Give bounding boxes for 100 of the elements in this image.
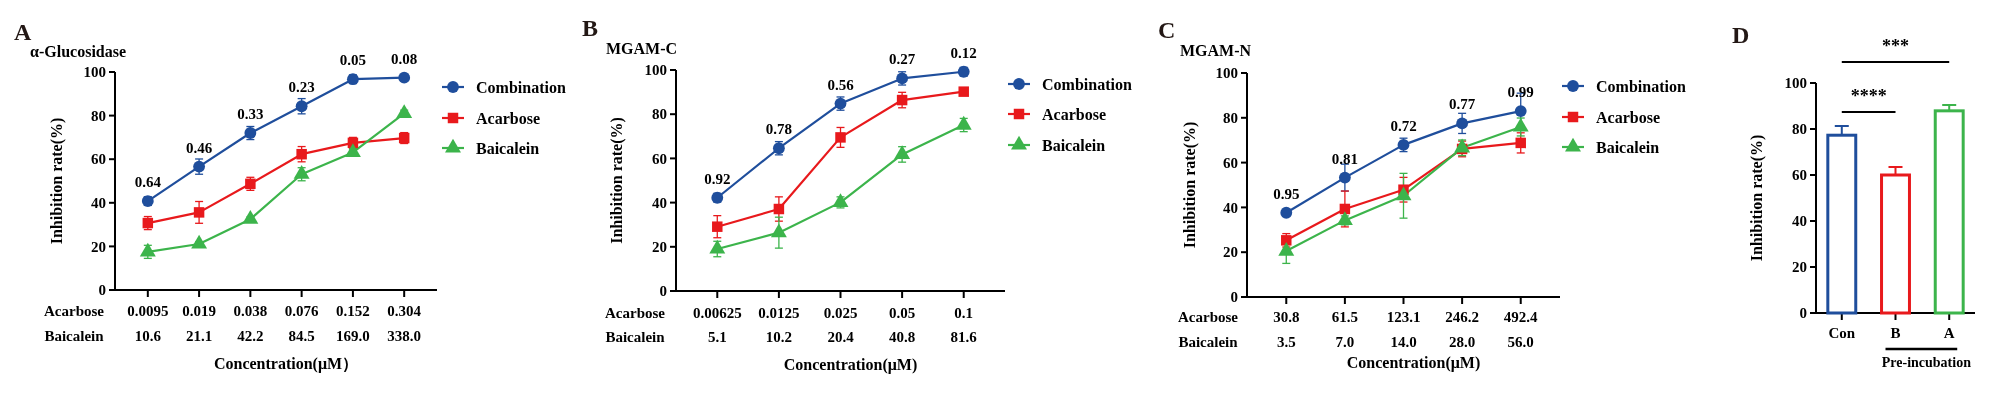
y-axis-title: Inhibition rate(%) [48,117,66,245]
point [894,145,911,160]
annotation: 0.78 [765,121,793,138]
x-tick-label: 246.2 28.0 [1445,309,1479,350]
y-axis-title: Inhibition rate(%) [1748,134,1766,262]
x-tick-label: 30.8 3.5 [1273,309,1300,350]
point [770,223,787,238]
x-tick-label: B [1890,325,1901,341]
point [139,242,156,257]
y-tick-label: 60 [652,150,667,167]
legend-label: Acarbose [1042,105,1106,123]
x-tick-label: 0.05 40.8 [888,305,916,345]
chart-title: MGAM-N [1180,42,1252,59]
text: Acarbose [605,305,666,321]
y-tick-label: 60 [1792,167,1807,184]
y-tick-label: 0 [98,282,106,299]
y-tick-label: 0 [1230,289,1238,306]
point [193,207,205,218]
y-tick-label: 100 [1215,65,1238,82]
text: *** [1882,36,1909,56]
legend-label: Baicalein [1042,136,1106,154]
x-axis-title: Concentration(μM） [213,355,359,373]
y-tick-label: 40 [1223,199,1238,216]
y-tick-label: 80 [1223,110,1238,127]
y-tick-label: 60 [1223,154,1238,171]
annotation: 0.95 [1273,185,1300,202]
y-tick-label: 60 [91,151,106,168]
annotation: 0.08 [391,50,418,67]
annotation: 0.23 [288,79,315,96]
x-axis-title: Concentration(μM) [783,356,918,374]
annotation: 0.56 [827,76,855,93]
legend-label: Acarbose [1596,108,1660,126]
x-axis-title: Concentration(μM) [1346,354,1481,372]
point [835,132,846,143]
y-tick-label: 80 [652,106,667,123]
x-tick-label: 0.025 20.4 [823,305,858,345]
y-tick-label: 80 [1792,121,1807,138]
y-tick-label: 100 [83,64,106,81]
text: D [1732,22,1750,48]
x-tick-label: 0.076 84.5 [284,303,320,344]
text: Baicalein [605,329,666,345]
x-tick-label: 0.038 42.2 [233,303,268,344]
annotation: 0.92 [704,170,731,187]
x-tick-label: 123.1 14.0 [1386,309,1421,350]
legend-label: Baicalein [1596,138,1660,156]
text: Acarbose [44,303,105,319]
text: C [1158,17,1176,43]
point [242,209,259,224]
legend-label: Combination [1042,75,1132,93]
y-tick-label: 100 [644,62,667,79]
y-tick-label: 100 [1784,75,1807,92]
y-tick-label: 20 [652,239,667,256]
point [709,239,726,254]
text: Pre-incubation [1881,355,1972,370]
point [773,203,785,215]
text: B [582,15,599,41]
point [1456,117,1469,130]
annotation: 0.33 [237,106,264,123]
chart-title: MGAM-C [606,40,678,57]
y-axis-title: Inhibition rate(%) [608,117,626,244]
annotation: 0.64 [134,174,162,191]
x-tick-label: 0.0125 10.2 [758,305,800,345]
annotation: 0.77 [1448,96,1476,113]
y-tick-label: 0 [659,283,667,300]
annotation: 0.12 [950,44,977,61]
point [1514,105,1527,117]
annotation: 0.46 [185,139,213,156]
point [1338,171,1351,184]
y-tick-label: 0 [1799,305,1807,322]
legend-label: Baicalein [476,139,540,157]
point [712,221,723,232]
y-tick-label: 80 [91,107,106,124]
annotation: 0.27 [888,51,916,68]
point [958,86,969,97]
x-tick-label: 0.0095 10.6 [127,303,169,344]
legend-label: Combination [476,78,566,96]
annotation: 0.05 [339,52,367,69]
x-tick-label: 0.1 81.6 [950,305,978,345]
annotation: 0.72 [1390,117,1417,134]
y-tick-label: 20 [1223,244,1238,261]
chart-title: α-Glucosidase [30,43,127,60]
point [398,71,411,84]
legend-label: Combination [1596,77,1686,95]
legend-label: Acarbose [476,109,540,127]
x-tick-label: 0.019 21.1 [182,303,216,344]
y-tick-label: 40 [91,195,106,212]
x-tick-label: 0.00625 5.1 [692,305,742,345]
annotation: **** [1850,86,1887,106]
x-tick-label: A [1943,325,1955,341]
y-tick-label: 20 [1792,259,1807,276]
y-tick-label: 40 [652,194,667,211]
point [1395,186,1412,201]
point [396,104,413,119]
y-tick-label: 20 [91,238,106,255]
y-axis-title: Inhibition rate(%) [1181,121,1199,249]
x-tick-label: 0.304 338.0 [387,303,422,344]
annotation: 0.81 [1331,150,1359,167]
text: A [14,19,32,45]
x-tick-label: 61.5 7.0 [1331,309,1359,350]
x-tick-label: 492.4 56.0 [1503,309,1539,350]
